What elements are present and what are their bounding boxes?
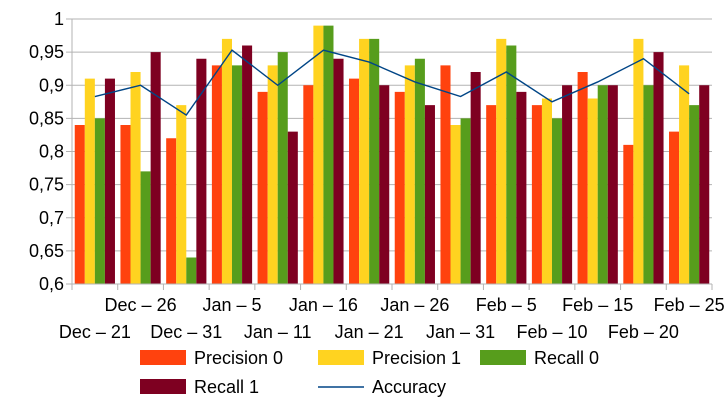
bar-precision-1	[313, 25, 324, 284]
bar-precision-1	[541, 98, 552, 284]
bar-recall-0	[414, 58, 425, 284]
y-tick-label: 0,95	[29, 42, 64, 62]
bar-precision-1	[176, 105, 187, 284]
accuracy-line-layer	[94, 49, 690, 117]
bar-precision-1	[359, 38, 370, 284]
x-tick-label: Jan – 26	[380, 295, 449, 315]
bar-recall-0	[186, 257, 197, 284]
x-tick-label: Jan – 31	[426, 322, 495, 342]
y-tick-label: 0,6	[39, 274, 64, 294]
bar-recall-0	[323, 25, 334, 284]
x-tick-label: Jan – 16	[289, 295, 358, 315]
bar-precision-0	[440, 65, 451, 284]
bar-precision-1	[267, 65, 278, 284]
bar-precision-0	[669, 131, 680, 284]
bar-precision-1	[221, 38, 232, 284]
bar-recall-1	[242, 45, 253, 284]
bar-precision-0	[120, 125, 131, 284]
legend-label-recall-1: Recall 1	[194, 377, 259, 397]
legend-label-recall-0: Recall 0	[534, 348, 599, 368]
legend-swatch-precision-1	[318, 350, 364, 365]
x-tick-label: Jan – 5	[202, 295, 261, 315]
bar-recall-0	[277, 52, 288, 284]
x-tick-label: Dec – 26	[105, 295, 177, 315]
bar-precision-1	[450, 125, 461, 284]
y-tick-label: 0,7	[39, 208, 64, 228]
bar-recall-0	[140, 171, 151, 284]
bar-recall-1	[379, 85, 390, 284]
legend-label-precision-0: Precision 0	[194, 348, 283, 368]
bar-recall-0	[460, 118, 471, 284]
bar-precision-1	[130, 72, 141, 284]
bar-recall-0	[506, 45, 517, 284]
legend-label-accuracy: Accuracy	[372, 377, 446, 397]
x-tick-label: Feb – 5	[476, 295, 537, 315]
bar-recall-1	[424, 105, 435, 284]
bar-recall-0	[689, 105, 700, 284]
bar-precision-0	[486, 105, 497, 284]
x-tick-label: Dec – 21	[59, 322, 131, 342]
legend-label-precision-1: Precision 1	[372, 348, 461, 368]
bar-precision-1	[633, 38, 644, 284]
y-tick-label: 1	[54, 9, 64, 29]
bar-recall-1	[516, 91, 527, 284]
legend-swatch-recall-1	[140, 379, 186, 394]
bar-recall-1	[333, 58, 344, 284]
bar-precision-0	[623, 144, 634, 284]
bar-precision-0	[303, 85, 314, 284]
bar-precision-0	[166, 138, 177, 284]
y-tick-label: 0,8	[39, 142, 64, 162]
bar-recall-0	[232, 65, 243, 284]
bars	[74, 25, 710, 284]
bar-recall-1	[562, 85, 573, 284]
bar-precision-0	[531, 105, 542, 284]
bar-recall-1	[607, 85, 618, 284]
bar-precision-1	[84, 78, 95, 284]
y-tick-label: 0,85	[29, 108, 64, 128]
bar-precision-0	[257, 91, 268, 284]
bar-recall-1	[653, 52, 664, 284]
bar-recall-0	[94, 118, 105, 284]
x-tick-label: Feb – 10	[516, 322, 587, 342]
accuracy-line	[94, 49, 690, 117]
bar-precision-0	[349, 78, 360, 284]
x-tick-label: Jan – 21	[335, 322, 404, 342]
bar-precision-1	[679, 65, 690, 284]
x-tick-label: Dec – 31	[150, 322, 222, 342]
bar-recall-1	[470, 72, 481, 284]
bar-recall-1	[699, 85, 710, 284]
y-tick-label: 0,9	[39, 75, 64, 95]
bar-precision-0	[394, 91, 405, 284]
legend: Precision 0 Precision 1 Recall 0 Recall 1 Ac…	[140, 348, 599, 397]
bar-recall-1	[104, 78, 115, 284]
x-tick-label: Jan – 11	[244, 322, 312, 342]
bar-precision-0	[211, 65, 222, 284]
bar-recall-0	[597, 85, 608, 284]
bar-precision-1	[587, 98, 598, 284]
bar-precision-0	[577, 72, 588, 284]
x-tick-label: Feb – 25	[654, 295, 725, 315]
bar-precision-0	[74, 125, 85, 284]
bar-recall-1	[150, 52, 161, 284]
axes: 0,6 0,65 0,7 0,75 0,8 0,85 0,9 0,95 1 Dec – 26 Jan…	[29, 9, 725, 342]
bar-recall-1	[196, 58, 207, 284]
x-tick-label: Feb – 20	[608, 322, 679, 342]
y-tick-label: 0,65	[29, 241, 64, 261]
y-tick-label: 0,75	[29, 175, 64, 195]
bar-recall-0	[369, 38, 380, 284]
legend-swatch-precision-0	[140, 350, 186, 365]
bar-recall-1	[287, 131, 298, 284]
bar-recall-0	[643, 85, 654, 284]
legend-swatch-recall-0	[480, 350, 526, 365]
bar-recall-0	[552, 118, 563, 284]
x-tick-label: Feb – 15	[562, 295, 633, 315]
bar-precision-1	[404, 65, 415, 284]
bar-precision-1	[496, 38, 507, 284]
